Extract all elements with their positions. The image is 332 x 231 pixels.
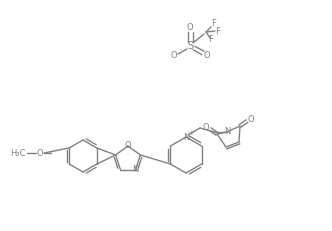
Text: S: S — [187, 41, 193, 51]
Text: O: O — [203, 122, 209, 131]
Text: H₃C: H₃C — [10, 149, 26, 158]
Text: O: O — [125, 142, 131, 151]
Text: N: N — [132, 165, 139, 174]
Text: O: O — [37, 149, 43, 158]
Text: O: O — [187, 24, 193, 33]
Text: +: + — [188, 130, 194, 136]
Text: N: N — [224, 128, 230, 137]
Text: F: F — [215, 27, 220, 36]
Text: ⁻: ⁻ — [178, 48, 182, 54]
Text: O: O — [248, 115, 254, 124]
Text: F: F — [208, 36, 213, 45]
Text: O: O — [204, 51, 210, 60]
Text: F: F — [211, 19, 216, 28]
Text: N: N — [183, 133, 189, 142]
Text: O: O — [171, 52, 177, 61]
